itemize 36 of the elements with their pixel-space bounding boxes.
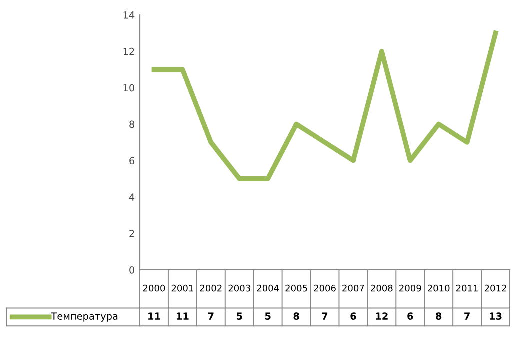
x-tick-label: 2006 (314, 284, 336, 292)
y-tick-label: 10 (124, 84, 134, 92)
data-label: 5 (236, 312, 242, 320)
y-tick-label: 8 (130, 120, 134, 128)
y-tick-label: 6 (130, 157, 135, 165)
data-label: 8 (436, 312, 442, 320)
data-label: 12 (376, 312, 388, 320)
x-tick-label: 2010 (428, 284, 450, 292)
y-tick-label: 0 (130, 266, 134, 274)
data-label: 7 (464, 312, 470, 320)
legend-label: Температура (51, 312, 118, 322)
data-label: 11 (148, 312, 160, 320)
data-label: 7 (208, 312, 214, 320)
x-tick-label: 2004 (257, 284, 280, 292)
x-tick-label: 2002 (200, 284, 222, 292)
x-tick-label: 2000 (143, 284, 166, 292)
data-label: 6 (350, 312, 356, 320)
data-label: 13 (490, 312, 502, 320)
y-tick-label: 14 (124, 12, 135, 19)
x-tick-label: 2007 (342, 284, 364, 292)
data-label: 5 (265, 312, 271, 320)
line-series (152, 30, 498, 182)
data-label: 11 (177, 312, 189, 320)
x-tick-label: 2009 (400, 284, 422, 292)
x-tick-label: 2001 (172, 284, 194, 292)
y-tick-label: 12 (124, 48, 134, 56)
x-tick-label: 2012 (484, 284, 506, 292)
data-label: 6 (408, 312, 414, 320)
x-tick-label: 2005 (286, 284, 308, 292)
x-tick-label: 2008 (371, 284, 393, 292)
data-label: 7 (322, 312, 328, 320)
x-tick-label: 2003 (228, 284, 250, 292)
y-tick-label: 4 (129, 194, 135, 201)
x-tick-label: 2011 (456, 284, 478, 292)
data-label: 8 (294, 312, 300, 320)
y-tick-label: 2 (130, 230, 134, 238)
